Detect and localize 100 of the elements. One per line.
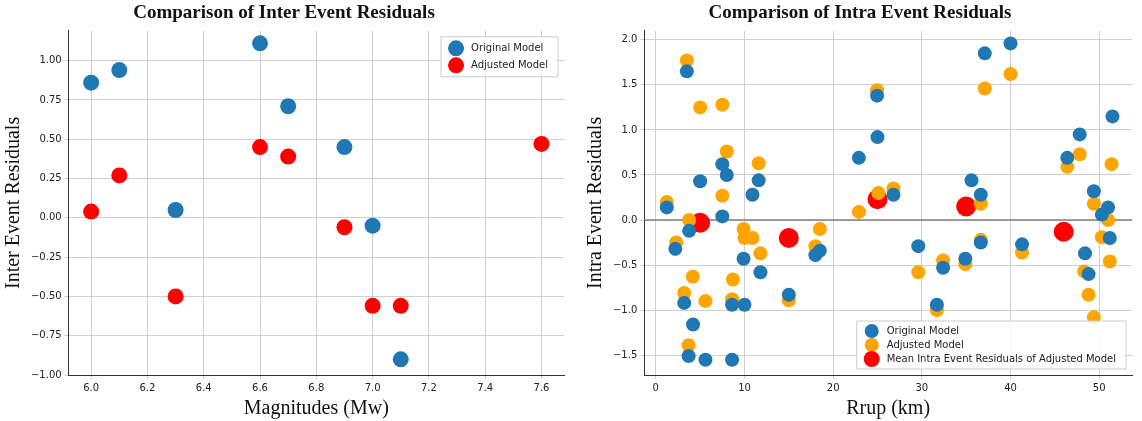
point	[1081, 287, 1096, 302]
point	[679, 64, 694, 79]
y-tick-label: −0.5	[612, 258, 638, 270]
point	[719, 167, 734, 182]
point	[753, 265, 768, 280]
point	[736, 251, 751, 266]
point	[911, 265, 926, 280]
point	[280, 148, 297, 165]
x-tick-label: 40	[1004, 381, 1017, 393]
point	[686, 317, 701, 332]
point	[685, 269, 700, 284]
point	[725, 297, 740, 312]
point	[1101, 200, 1116, 215]
x-tick-label: 6.6	[252, 381, 268, 393]
point	[977, 46, 992, 61]
point	[964, 173, 979, 188]
point	[781, 287, 796, 302]
point	[252, 35, 269, 52]
point	[693, 174, 708, 189]
point	[1072, 127, 1087, 142]
x-tick-label: 0	[652, 381, 659, 393]
point	[911, 239, 926, 254]
x-tick-label: 6.2	[139, 381, 156, 393]
point	[753, 246, 768, 261]
x-tick-label: 6.4	[195, 381, 212, 393]
point	[364, 217, 381, 234]
x-tick-label: 10	[738, 381, 751, 393]
legend-label: Original Model	[471, 41, 544, 53]
point	[886, 187, 901, 202]
x-tick-label: 6.0	[83, 381, 100, 393]
point	[956, 196, 977, 217]
point	[1105, 109, 1120, 124]
legend-label: Adjusted Model	[471, 58, 549, 70]
point	[167, 201, 184, 218]
point	[719, 144, 734, 159]
point	[1003, 36, 1018, 51]
point	[715, 157, 730, 172]
point	[1081, 267, 1096, 282]
x-tick-label: 7.4	[477, 381, 494, 393]
point	[111, 62, 128, 79]
point	[392, 351, 409, 368]
point	[693, 100, 708, 115]
y-tick-label: 1.5	[621, 78, 638, 90]
point	[778, 228, 799, 249]
y-tick-label: −0.50	[30, 290, 62, 302]
y-tick-label: 0.00	[39, 211, 62, 223]
y-tick-label: −0.75	[30, 329, 62, 341]
x-tick-label: 30	[915, 381, 929, 393]
point	[659, 200, 674, 215]
x-tick-label: 7.6	[533, 381, 550, 393]
point	[83, 203, 100, 220]
y-tick-label: −1.5	[612, 348, 638, 360]
point	[1060, 150, 1075, 165]
point	[851, 204, 866, 219]
legend-label: Adjusted Model	[886, 338, 964, 350]
point	[336, 139, 353, 156]
legend-label: Original Model	[886, 324, 960, 336]
x-tick-label: 6.8	[308, 381, 325, 393]
point	[715, 188, 730, 203]
point	[929, 297, 944, 312]
point	[111, 167, 128, 184]
point	[1102, 231, 1117, 246]
legend-label: Mean Intra Event Residuals of Adjusted Model	[886, 352, 1116, 364]
y-tick-label: 1.00	[39, 54, 62, 66]
y-tick-label: −1.00	[30, 368, 62, 380]
point	[936, 260, 951, 275]
y-tick-label: −0.25	[30, 250, 62, 262]
chart-title: Comparison of Intra Event Residuals	[708, 1, 1012, 23]
point	[336, 219, 353, 236]
point	[682, 223, 697, 238]
point	[1086, 196, 1101, 211]
point	[167, 288, 184, 305]
x-tick-label: 7.2	[420, 381, 437, 393]
point	[1102, 254, 1117, 269]
point	[698, 352, 713, 367]
x-axis-title: Rrup (km)	[846, 396, 931, 420]
point	[392, 297, 409, 314]
point	[677, 295, 692, 310]
point	[681, 349, 696, 364]
point	[1003, 67, 1018, 82]
point	[1104, 157, 1119, 172]
y-tick-label: 0.50	[39, 132, 62, 144]
point	[364, 297, 381, 314]
point	[751, 156, 766, 171]
y-tick-label: −1.0	[612, 303, 638, 315]
x-tick-label: 7.0	[364, 381, 381, 393]
x-tick-label: 50	[1092, 381, 1106, 393]
y-tick-label: 1.0	[621, 123, 638, 135]
x-tick-label: 20	[826, 381, 840, 393]
x-axis-title: Magnitudes (Mw)	[243, 396, 389, 420]
y-tick-label: 2.0	[621, 33, 638, 45]
point	[725, 352, 740, 367]
point	[871, 185, 886, 200]
point	[252, 139, 269, 156]
y-tick-label: 0.75	[39, 93, 62, 105]
point	[812, 222, 827, 237]
point	[83, 74, 100, 91]
point	[958, 251, 973, 266]
point	[1086, 184, 1101, 199]
point	[1053, 221, 1074, 242]
